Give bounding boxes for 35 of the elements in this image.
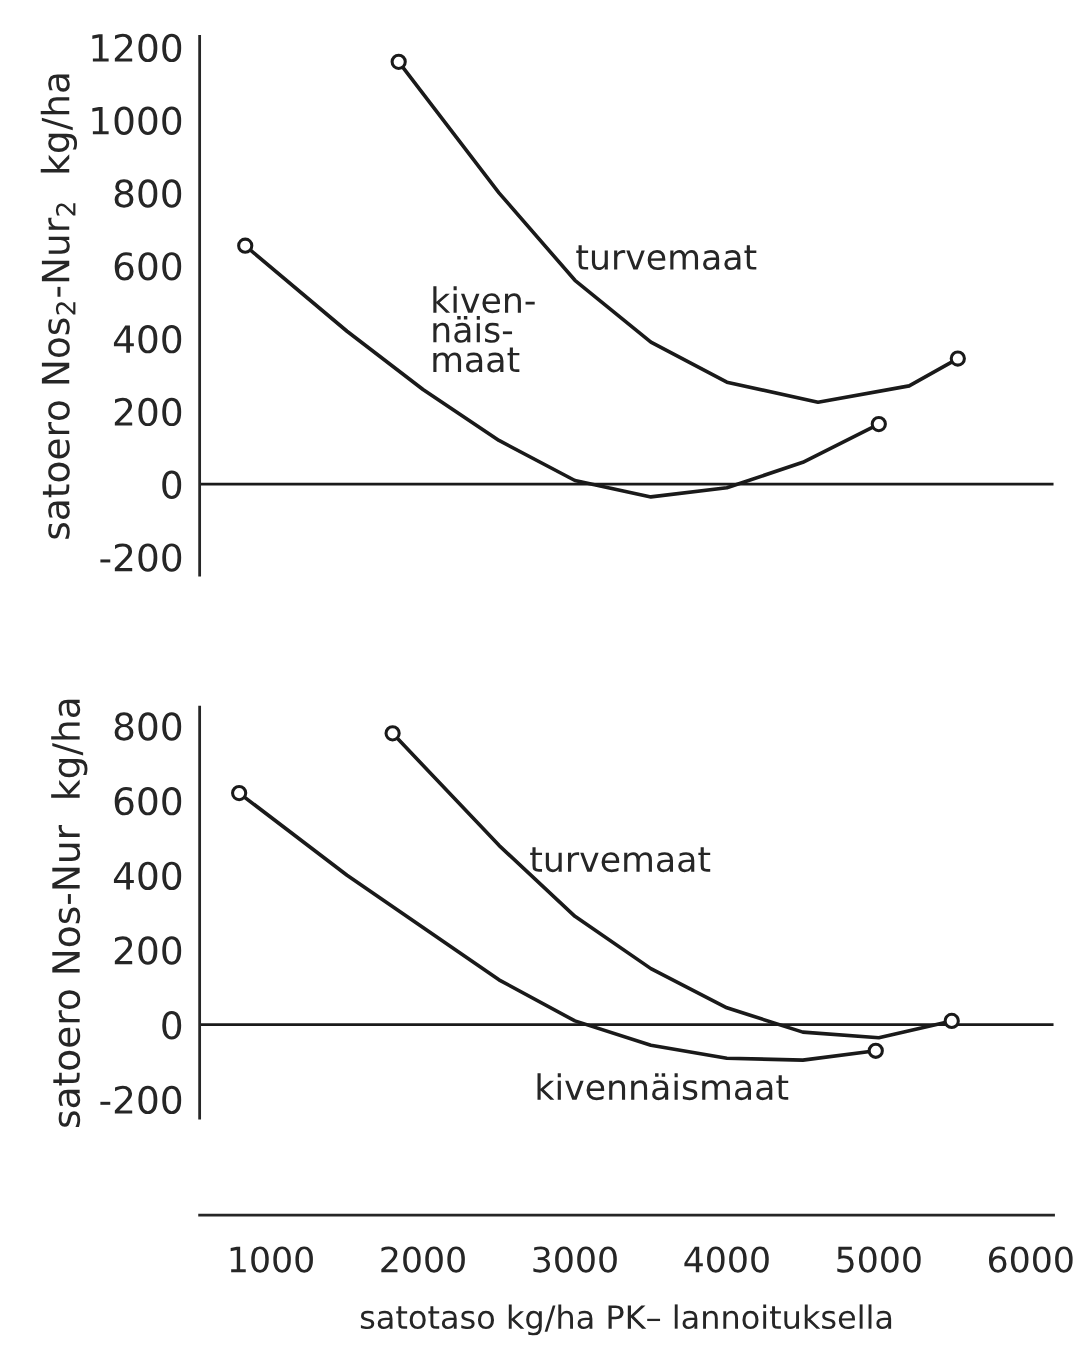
point	[390, 53, 407, 70]
y-tick-label: 800	[114, 712, 182, 741]
y-tick-label: 400	[113, 324, 182, 354]
y-tick-label: 1200	[92, 33, 182, 63]
y-tick-label: 200	[114, 936, 182, 965]
y-tick-label: -200	[100, 1085, 182, 1115]
y-tick-label: 0	[162, 1011, 182, 1040]
y-tick-label: 200	[114, 397, 182, 427]
point	[237, 237, 254, 254]
annotation: kiven- näis- maat	[433, 286, 535, 373]
y-tick-label: 600	[114, 786, 182, 816]
point	[231, 784, 248, 802]
annotation: turvemaat	[530, 847, 711, 873]
y-axis-title: satoero Nos$_{2}$-Nur$_{2}$ kg/ha	[40, 74, 78, 539]
y-tick-label: 800	[114, 179, 182, 208]
point	[384, 725, 401, 742]
point	[870, 415, 887, 433]
point	[949, 350, 966, 367]
x-axis-title: satotaso kg/ha PK– lannoituksella	[360, 1304, 892, 1336]
annotation: turvemaat	[576, 245, 757, 271]
y-tick-label: 1000	[92, 106, 182, 135]
x-tick-label: 2000	[381, 1246, 465, 1273]
y-tick-label: 0	[162, 470, 182, 499]
annotation: kivennäismaat	[537, 1073, 789, 1101]
point	[943, 1012, 960, 1030]
y-tick-label: 600	[114, 252, 182, 281]
x-tick-label: 4000	[684, 1246, 769, 1273]
y-axis-title: satoero Nos-Nur kg/ha	[51, 699, 88, 1127]
x-tick-label: 3000	[533, 1246, 617, 1273]
x-tick-label: 6000	[988, 1246, 1073, 1273]
y-tick-label: -200	[100, 543, 182, 572]
x-tick-label: 1000	[230, 1246, 313, 1273]
point	[867, 1042, 884, 1059]
x-tick-label: 5000	[837, 1246, 921, 1273]
y-tick-label: 400	[113, 861, 182, 891]
